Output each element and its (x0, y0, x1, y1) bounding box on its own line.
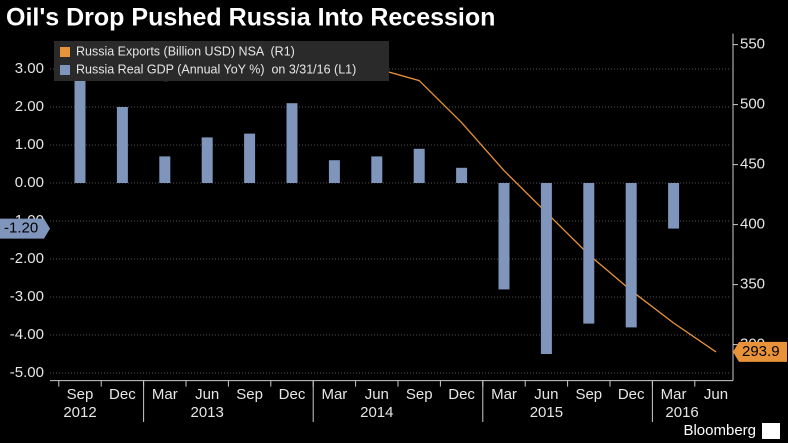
y-tick-label: -5.00 (10, 364, 44, 381)
bar (498, 183, 510, 290)
y2-tick-label: 350 (740, 276, 765, 293)
legend-label: Russia Exports (Billion USD) NSA (R1) (76, 44, 295, 58)
y2-tick-label: 450 (740, 156, 765, 173)
x-tick-label: Jun (195, 386, 219, 403)
bar (116, 107, 128, 183)
x-tick-label: Dec (279, 386, 306, 403)
bar (159, 156, 171, 183)
x-tick-label: Dec (109, 386, 136, 403)
y-tick-label: 0.00 (15, 174, 44, 191)
x-tick-label: Sep (575, 386, 602, 403)
x-tick-label: Dec (618, 386, 645, 403)
bar (456, 167, 468, 183)
bar (371, 156, 383, 183)
source: Bloomberg (683, 422, 756, 439)
y-tick-label: 1.00 (15, 136, 44, 153)
y-tick-label: 3.00 (15, 60, 44, 77)
logo (762, 423, 780, 439)
bar (286, 103, 298, 183)
bar (540, 183, 552, 354)
x-tick-label: Mar (661, 386, 687, 403)
bar (201, 137, 213, 183)
year-label: 2013 (191, 404, 224, 421)
bar (244, 133, 256, 183)
y-tick-label: 2.00 (15, 98, 44, 115)
bar (328, 160, 340, 183)
bar (74, 69, 86, 183)
y2-tick-label: 500 (740, 96, 765, 113)
value-label: 293.9 (742, 343, 780, 360)
year-label: 2016 (665, 404, 698, 421)
x-tick-label: Mar (491, 386, 517, 403)
y2-tick-label: 550 (740, 36, 765, 53)
y-tick-label: -3.00 (10, 288, 44, 305)
y-tick-label: -2.00 (10, 250, 44, 267)
x-tick-label: Mar (152, 386, 178, 403)
legend-box (54, 41, 389, 81)
x-tick-label: Sep (67, 386, 94, 403)
x-tick-label: Dec (448, 386, 475, 403)
legend-label: Russia Real GDP (Annual YoY %) on 3/31/1… (76, 62, 356, 76)
year-label: 2015 (530, 404, 563, 421)
value-label-box (733, 341, 787, 362)
bar (583, 183, 595, 324)
year-label: 2014 (360, 404, 393, 421)
y2-tick-label: 400 (740, 216, 765, 233)
y-tick-label: -4.00 (10, 326, 44, 343)
x-tick-label: Jun (704, 386, 728, 403)
chart-title: Oil's Drop Pushed Russia Into Recession (6, 4, 495, 32)
x-tick-label: Jun (534, 386, 558, 403)
x-tick-label: Jun (365, 386, 389, 403)
x-tick-label: Mar (321, 386, 347, 403)
x-tick-label: Sep (406, 386, 433, 403)
year-label: 2012 (63, 404, 96, 421)
x-tick-label: Sep (236, 386, 263, 403)
legend-swatch (60, 65, 70, 75)
bar (668, 183, 680, 229)
legend-swatch (60, 47, 70, 57)
value-label-box (0, 218, 50, 239)
bar (413, 148, 425, 183)
bar (625, 183, 637, 328)
value-label: -1.20 (4, 220, 38, 237)
